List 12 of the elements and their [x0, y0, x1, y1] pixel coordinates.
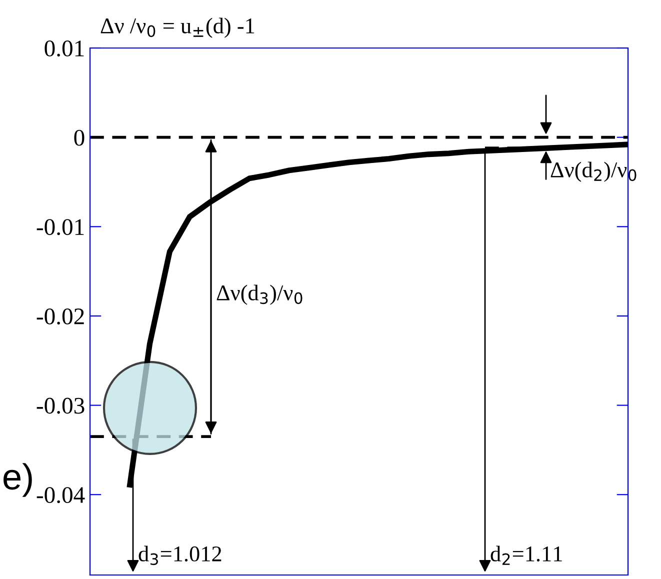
y-tick-label: -0.04 — [36, 487, 85, 504]
y-tick-label: -0.02 — [36, 308, 84, 324]
annotation: Δν(d$_{3}$)/ν$_{0}$ — [216, 284, 302, 305]
y-tick-label: 0 — [74, 130, 84, 146]
y-axis-title: Δν /ν$_{0}$ = u$_{±}$(d) -1 — [100, 18, 254, 38]
y-tick-label: -0.01 — [36, 219, 84, 236]
annotation: d$_{2}$=1.11 — [490, 546, 562, 565]
y-tick-label: -0.03 — [36, 398, 84, 414]
text: e) — [4, 463, 32, 497]
y-tick-label: 0.01 — [44, 40, 84, 57]
annotation: d$_{3}$=1.012 — [138, 546, 222, 566]
annotation: Δν(d$_{2}$)/ν$_{0}$ — [550, 162, 636, 182]
